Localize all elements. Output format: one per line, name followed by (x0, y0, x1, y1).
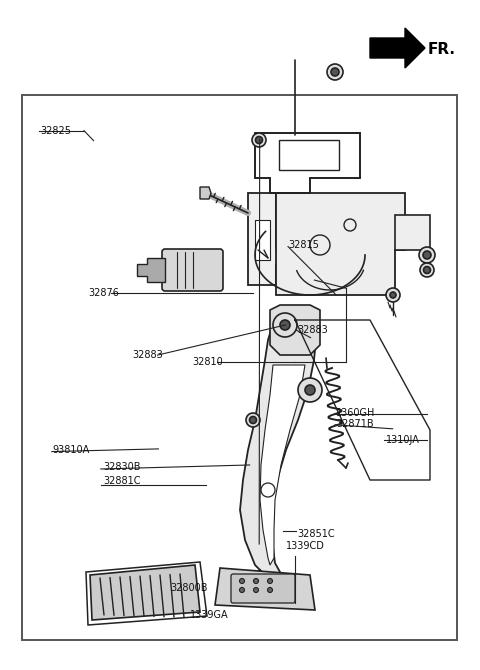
Polygon shape (137, 258, 165, 282)
Polygon shape (260, 365, 305, 565)
Text: 93810A: 93810A (53, 445, 90, 454)
Bar (22, 95, 457, 640)
Text: 32883: 32883 (132, 350, 163, 360)
Polygon shape (200, 187, 211, 199)
Polygon shape (90, 565, 200, 620)
Circle shape (419, 247, 435, 263)
Text: 32883: 32883 (298, 326, 328, 335)
Circle shape (423, 251, 431, 259)
Text: 1339GA: 1339GA (190, 610, 228, 620)
Circle shape (420, 263, 434, 277)
Polygon shape (370, 28, 425, 68)
Circle shape (331, 68, 339, 76)
Circle shape (240, 578, 244, 584)
Polygon shape (240, 330, 316, 578)
Text: FR.: FR. (428, 42, 456, 57)
Text: 32800B: 32800B (170, 584, 208, 593)
Circle shape (267, 588, 273, 592)
Bar (279, 140, 339, 170)
Polygon shape (248, 193, 286, 285)
Polygon shape (255, 220, 270, 260)
Circle shape (253, 578, 259, 584)
Text: 32876: 32876 (89, 289, 120, 298)
Circle shape (246, 413, 260, 427)
Text: 32830B: 32830B (103, 462, 141, 472)
Text: 32825: 32825 (41, 126, 72, 135)
Polygon shape (395, 215, 430, 250)
Text: 1310JA: 1310JA (386, 436, 420, 445)
Circle shape (273, 313, 297, 337)
Circle shape (267, 578, 273, 584)
Circle shape (298, 378, 322, 402)
Text: 1339CD: 1339CD (286, 541, 324, 551)
Circle shape (280, 320, 290, 330)
Circle shape (386, 288, 400, 302)
Circle shape (390, 292, 396, 298)
Circle shape (250, 417, 256, 423)
FancyBboxPatch shape (231, 574, 295, 603)
Circle shape (423, 267, 431, 273)
Circle shape (305, 385, 315, 395)
Text: 32851C: 32851C (298, 529, 335, 539)
Text: 32815: 32815 (288, 240, 319, 249)
Circle shape (327, 64, 343, 80)
Text: 32881C: 32881C (103, 476, 141, 486)
Polygon shape (270, 305, 320, 355)
Text: 32871B: 32871B (336, 419, 373, 429)
Text: 1360GH: 1360GH (336, 409, 375, 418)
Circle shape (252, 133, 266, 147)
Circle shape (255, 137, 263, 143)
Circle shape (240, 588, 244, 592)
Polygon shape (215, 568, 315, 610)
Circle shape (253, 588, 259, 592)
FancyBboxPatch shape (162, 249, 223, 291)
Text: 32810: 32810 (192, 357, 223, 366)
Polygon shape (276, 193, 405, 295)
